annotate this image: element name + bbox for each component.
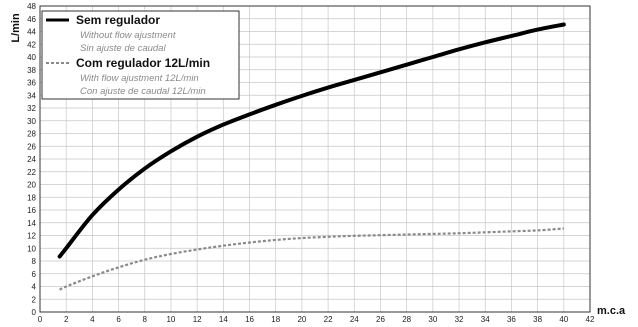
x-tick-label: 40 [559,315,568,324]
y-tick-label: 8 [32,257,37,266]
y-tick-label: 2 [32,295,37,304]
y-tick-label: 44 [27,28,36,37]
x-axis-title: m.c.a [597,305,626,317]
legend-sub-com-regulador-1: With flow ajustment 12L/min [80,73,199,84]
legend-title-sem-regulador: Sem regulador [76,13,160,27]
y-tick-label: 30 [27,117,36,126]
y-tick-label: 38 [27,66,36,75]
y-tick-label: 0 [32,308,37,317]
y-tick-label: 40 [27,53,36,62]
x-tick-label: 22 [324,315,333,324]
x-tick-label: 24 [350,315,359,324]
x-tick-label: 26 [376,315,385,324]
x-tick-label: 8 [143,315,148,324]
plot-frame [39,5,591,313]
legend-sub-com-regulador-2: Con ajuste de caudal 12L/min [80,86,206,97]
series-line-sem-regulador [57,22,566,259]
y-tick-label: 48 [27,2,36,11]
ticks-layer: 0 2 4 6 8 10 12 14 16 18 20 22 24 26 28 30 32 34 36 38 40 420… [27,2,595,324]
x-tick-label: 18 [271,315,280,324]
x-tick-label: 16 [245,315,254,324]
y-tick-label: 32 [27,104,36,113]
x-tick-label: 28 [402,315,411,324]
legend-sub-sem-regulador-2: Sin ajuste de caudal [80,43,166,54]
series-layer [57,22,566,291]
x-tick-label: 34 [481,315,490,324]
y-tick-label: 42 [27,40,36,49]
y-tick-label: 6 [32,270,37,279]
y-tick-label: 18 [27,193,36,202]
legend-box [41,10,240,100]
y-axis-title: L/min [10,13,22,43]
legend-sub-sem-regulador-1: Without flow ajustment [80,30,176,41]
x-tick-label: 30 [428,315,437,324]
x-tick-label: 12 [193,315,202,324]
legend: Sem regulador Without flow ajustment Sin… [41,10,240,100]
y-tick-label: 10 [27,244,36,253]
x-tick-label: 36 [507,315,516,324]
y-tick-label: 12 [27,232,36,241]
y-tick-label: 46 [27,15,36,24]
y-tick-label: 36 [27,79,36,88]
y-tick-label: 34 [27,91,36,100]
y-tick-label: 16 [27,206,36,215]
x-tick-label: 4 [90,315,95,324]
x-tick-label: 0 [38,315,43,324]
y-tick-label: 24 [27,155,36,164]
y-tick-label: 26 [27,142,36,151]
x-tick-label: 32 [455,315,464,324]
y-tick-label: 14 [27,219,36,228]
y-tick-label: 28 [27,130,36,139]
y-tick-label: 4 [32,283,37,292]
series-line-com-regulador [59,227,564,291]
x-tick-label: 20 [297,315,306,324]
y-tick-label: 20 [27,181,36,190]
x-tick-label: 42 [586,315,595,324]
x-tick-label: 2 [64,315,69,324]
x-tick-label: 14 [219,315,228,324]
x-tick-label: 10 [166,315,175,324]
x-tick-label: 38 [533,315,542,324]
legend-title-com-regulador: Com regulador 12L/min [76,56,210,70]
x-tick-label: 6 [116,315,121,324]
y-tick-label: 22 [27,168,36,177]
